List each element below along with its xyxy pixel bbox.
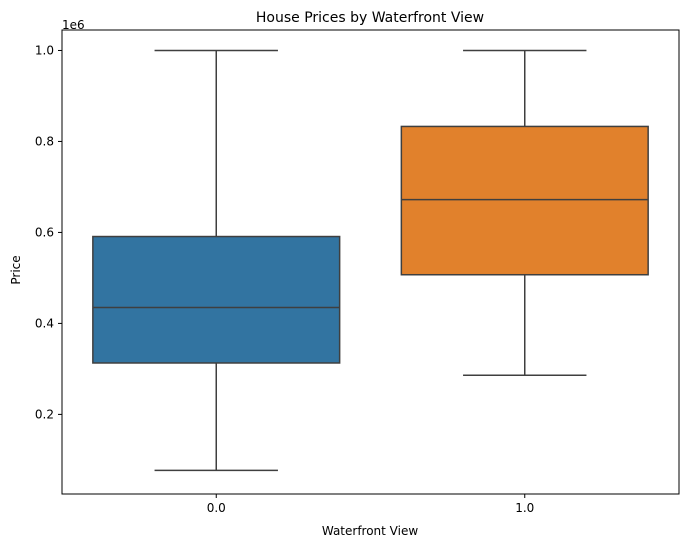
y-tick-label: 1.0	[35, 43, 54, 57]
y-axis-offset-label: 1e6	[62, 18, 85, 32]
y-tick-label: 0.8	[35, 134, 54, 148]
x-tick-label: 0.0	[207, 501, 226, 515]
box-group	[92, 49, 341, 472]
x-tick-label: 1.0	[515, 501, 534, 515]
y-tick-label: 0.4	[35, 316, 54, 330]
y-tick-label: 0.2	[35, 407, 54, 421]
plot-area: 0.2 0.4 0.6 0.8 1.0 0.0 1.0	[35, 29, 680, 515]
box-iqr	[400, 125, 649, 276]
y-axis-label: Price	[9, 255, 23, 284]
chart-title: House Prices by Waterfront View	[256, 10, 484, 26]
box-group	[400, 49, 649, 377]
box-iqr	[92, 235, 341, 364]
y-tick-label: 0.6	[35, 225, 54, 239]
plot-frame	[61, 29, 680, 495]
x-axis-label: Waterfront View	[322, 524, 418, 538]
